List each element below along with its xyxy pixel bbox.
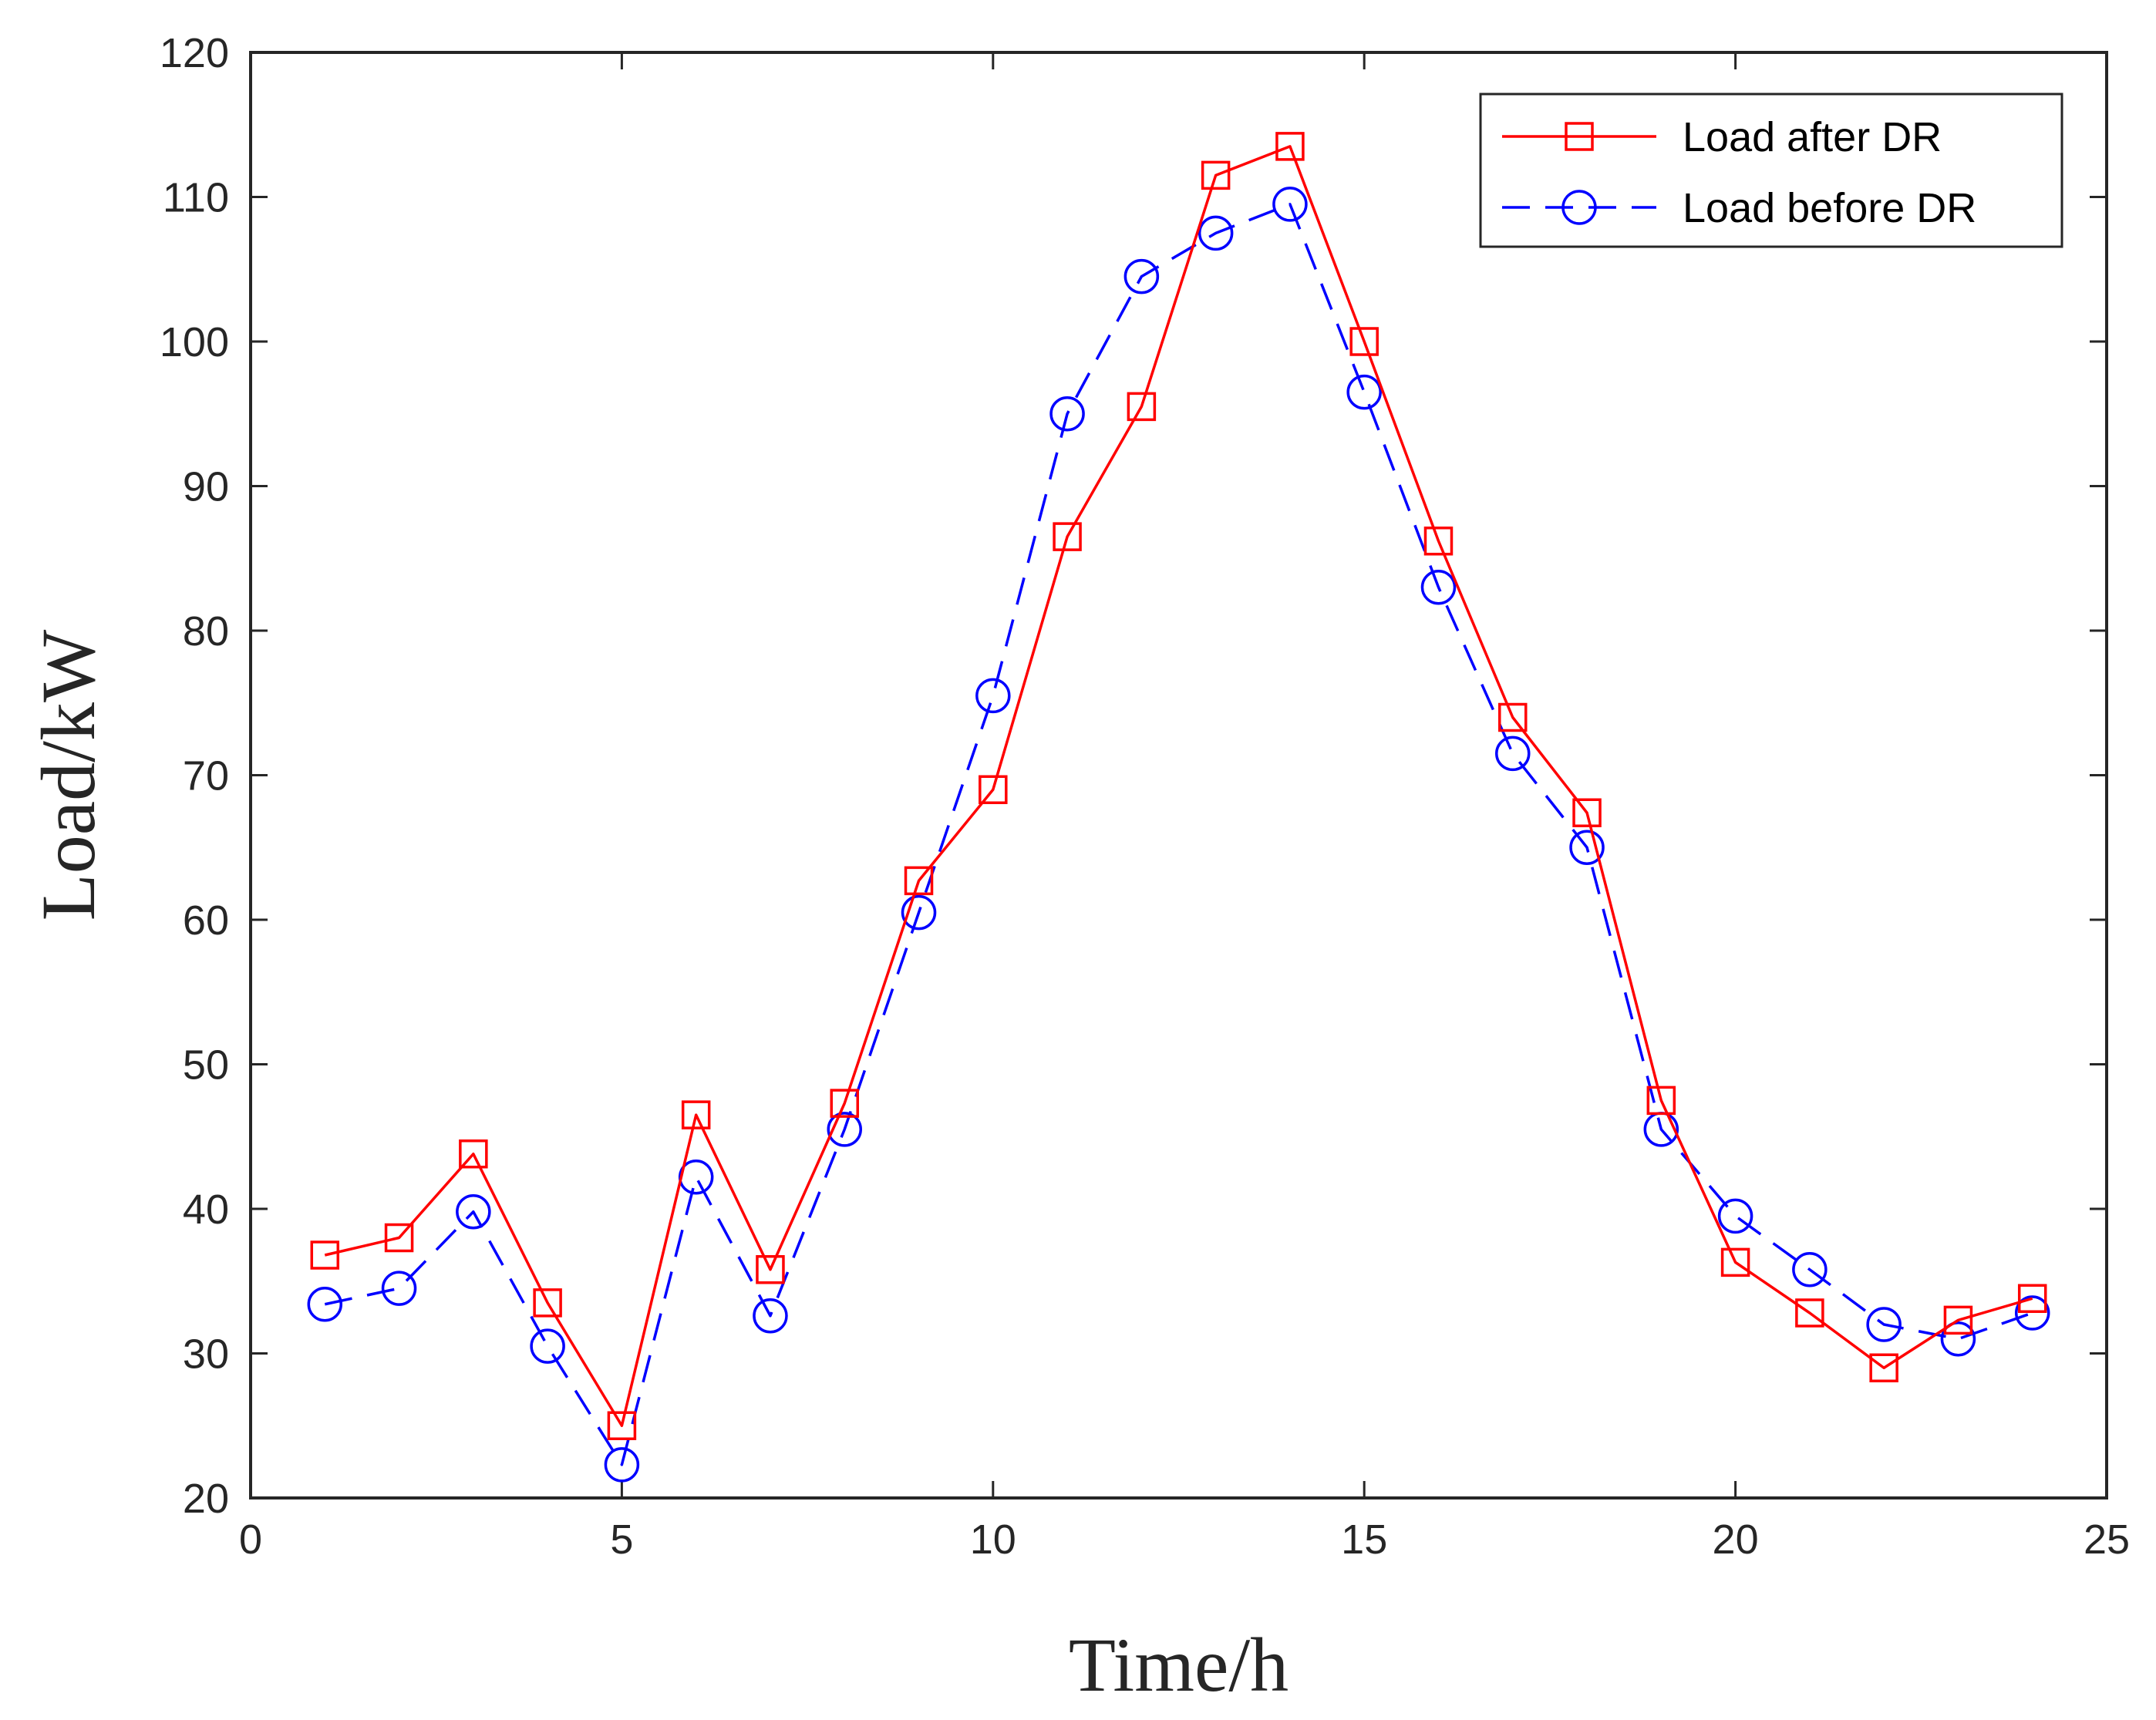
data-point: [1869, 1353, 1898, 1382]
data-point: [459, 1139, 488, 1169]
data-point: [381, 1271, 417, 1306]
x-tick-label: 25: [2084, 1516, 2130, 1563]
legend-entry-load-before-dr: Load before DR: [1502, 185, 1976, 231]
data-point: [1720, 1247, 1750, 1277]
tick-marks: [249, 51, 2108, 1500]
data-point: [604, 1447, 640, 1483]
data-point: [827, 1112, 862, 1147]
legend: Load after DR Load before DR: [1479, 93, 2063, 248]
data-point: [1569, 830, 1605, 865]
y-tick-label: 20: [183, 1476, 229, 1522]
data-point: [1201, 160, 1231, 190]
data-point: [1420, 570, 1457, 605]
series-line-load-before-dr: [324, 203, 2033, 1466]
data-point: [1717, 1198, 1753, 1234]
data-point: [1795, 1298, 1824, 1328]
legend-marker: [1561, 190, 1597, 225]
y-tick-label: 40: [183, 1186, 229, 1233]
data-point: [1495, 735, 1531, 772]
data-point: [1275, 132, 1305, 161]
y-tick-label: 60: [183, 897, 229, 944]
data-point: [1198, 215, 1234, 251]
data-point: [753, 1298, 788, 1334]
data-point: [1346, 374, 1382, 410]
data-point: [456, 1194, 491, 1230]
x-axis-title: Time/h: [1069, 1622, 1289, 1708]
x-tick-label: 5: [610, 1516, 633, 1563]
series-load-after-dr: [310, 132, 2047, 1440]
data-point: [530, 1328, 565, 1364]
data-point: [1866, 1307, 1902, 1342]
y-axis-title: Load/kW: [25, 629, 111, 921]
y-tick-label: 70: [183, 753, 229, 799]
axes-box: [249, 51, 2108, 1500]
y-tick-label: 100: [160, 319, 229, 365]
data-point: [1049, 396, 1085, 432]
data-point: [830, 1089, 859, 1118]
data-point: [1123, 258, 1160, 295]
x-tick-label: 15: [1341, 1516, 1387, 1563]
data-point: [901, 894, 937, 931]
data-point: [1127, 392, 1157, 422]
y-tick-label: 120: [160, 30, 229, 76]
legend-marker: [1565, 122, 1594, 151]
y-tick-label: 110: [163, 175, 229, 221]
data-point: [1940, 1321, 1976, 1357]
data-point: [1272, 187, 1308, 222]
y-tick-label: 30: [183, 1331, 229, 1378]
data-point: [2017, 1284, 2047, 1313]
data-point: [1498, 702, 1528, 732]
data-point: [1572, 798, 1602, 827]
data-point: [1646, 1086, 1676, 1116]
data-point: [756, 1255, 785, 1284]
legend-label: Load after DR: [1683, 114, 1942, 160]
y-tick-label: 90: [183, 464, 229, 510]
x-tick-label: 0: [239, 1516, 262, 1563]
data-point: [607, 1411, 637, 1440]
data-point: [1792, 1252, 1828, 1287]
x-tick-label: 10: [970, 1516, 1016, 1563]
data-point: [979, 775, 1008, 804]
data-point: [1349, 327, 1379, 356]
y-tick-label: 50: [183, 1042, 229, 1089]
data-point: [904, 866, 934, 896]
data-point: [307, 1287, 343, 1322]
legend-entries: Load after DR Load before DR: [1502, 114, 1976, 231]
data-point: [1943, 1305, 1973, 1335]
tick-labels: 0 5 10 15 20 25 20 30 40 50 60 70 80 90 100 110 120: [160, 30, 2130, 1563]
data-point: [975, 678, 1011, 714]
data-point: [384, 1223, 414, 1253]
data-point: [533, 1288, 562, 1318]
y-tick-label: 80: [183, 608, 229, 655]
legend-entry-load-after-dr: Load after DR: [1502, 114, 1942, 160]
x-tick-label: 20: [1713, 1516, 1759, 1563]
legend-label: Load before DR: [1683, 185, 1976, 231]
data-point: [310, 1240, 340, 1270]
data-point: [681, 1100, 711, 1129]
data-point: [1053, 522, 1082, 551]
series-line-load-after-dr: [324, 145, 2033, 1427]
series-load-before-dr: [307, 187, 2050, 1483]
series-layer: [307, 132, 2050, 1483]
data-point: [2014, 1295, 2050, 1331]
data-point: [1423, 527, 1454, 556]
legend-box: [1479, 93, 2063, 248]
